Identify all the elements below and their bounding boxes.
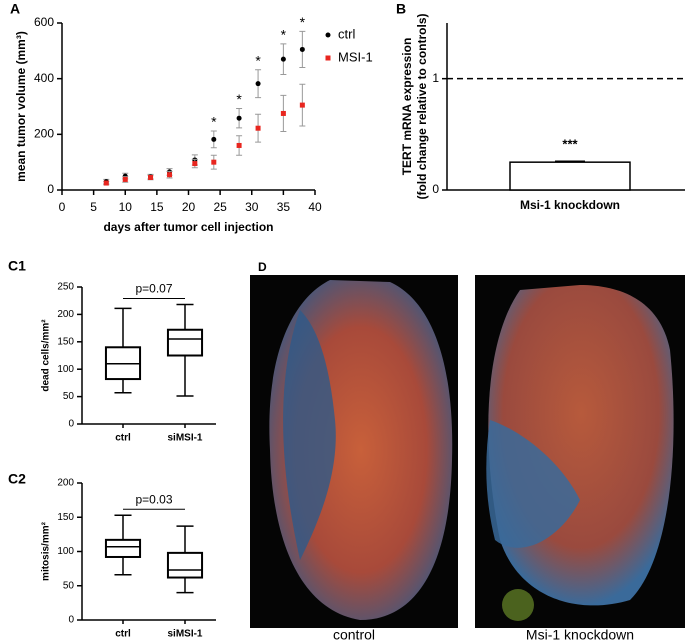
- point: [299, 46, 305, 52]
- x-tick-label: 40: [308, 200, 322, 214]
- image-label: Msi-1 knockdown: [526, 627, 634, 643]
- y-axis-label: mitosis/mm²: [41, 521, 52, 581]
- legend-marker: [325, 32, 331, 38]
- p-value: p=0.07: [135, 282, 172, 296]
- x-tick-label: 15: [150, 200, 164, 214]
- y-tick-label: 1: [432, 71, 439, 85]
- panel-label: C1: [8, 258, 26, 274]
- x-tick-label: siMSI-1: [167, 433, 202, 444]
- y-tick-label: 0: [432, 182, 439, 196]
- microscopy-images: [250, 275, 685, 628]
- point: [167, 172, 173, 178]
- x-tick-label: 25: [213, 200, 227, 214]
- point: [280, 110, 286, 116]
- point: [122, 176, 128, 182]
- tissue-region: [283, 310, 336, 560]
- x-tick-label: 30: [245, 200, 259, 214]
- x-tick-label: 20: [182, 200, 196, 214]
- x-tick-label: 35: [277, 200, 291, 214]
- y-tick-label: 250: [57, 282, 74, 293]
- p-value: p=0.03: [135, 492, 172, 506]
- y-tick-label: 150: [57, 512, 74, 523]
- x-tick-label: ctrl: [115, 433, 131, 444]
- panel-label: C2: [8, 471, 26, 487]
- bar: [509, 161, 631, 191]
- x-tick-label: 10: [119, 200, 133, 214]
- point: [103, 180, 109, 186]
- significance-mark: *: [211, 114, 217, 130]
- point: [192, 161, 198, 167]
- point: [211, 136, 217, 142]
- panel-label: B: [396, 1, 406, 17]
- y-tick-label: 200: [57, 309, 74, 320]
- artifact: [502, 589, 534, 621]
- legend-label: ctrl: [338, 26, 355, 41]
- y-tick-label: 150: [57, 336, 74, 347]
- significance-mark: *: [281, 27, 287, 43]
- significance-mark: *: [300, 14, 306, 30]
- tissue-region: [486, 420, 580, 548]
- y-tick-label: 400: [34, 71, 54, 85]
- y-axis-label: TERT mRNA expression: [400, 38, 414, 176]
- point: [236, 115, 242, 121]
- error-bar: [555, 160, 585, 163]
- x-tick-label: siMSI-1: [167, 629, 202, 640]
- y-tick-label: 100: [57, 546, 74, 557]
- x-tick-label: 0: [59, 200, 66, 214]
- y-tick-label: 0: [47, 182, 54, 196]
- x-axis-label: days after tumor cell injection: [103, 220, 273, 234]
- significance-mark: ***: [562, 136, 578, 151]
- image-label: control: [333, 627, 375, 643]
- x-tick-label: ctrl: [115, 629, 131, 640]
- box: [166, 328, 204, 357]
- y-tick-label: 600: [34, 15, 54, 29]
- point: [236, 142, 242, 148]
- panel-label: D: [258, 260, 267, 274]
- point: [299, 102, 305, 108]
- significance-mark: *: [255, 52, 261, 68]
- y-tick-label: 200: [34, 127, 54, 141]
- y-tick-label: 50: [63, 580, 75, 591]
- y-tick-label: 50: [63, 391, 75, 402]
- y-tick-label: 0: [68, 615, 74, 626]
- legend-label: MSI-1: [338, 49, 373, 64]
- x-tick-label: Msi-1 knockdown: [520, 198, 620, 212]
- box: [104, 538, 142, 558]
- x-tick-label: 5: [90, 200, 97, 214]
- y-axis-label: (fold change relative to controls): [415, 13, 429, 199]
- box: [166, 551, 204, 579]
- point: [255, 125, 261, 131]
- y-axis-label: mean tumor volume (mm³): [14, 31, 28, 182]
- point: [255, 81, 261, 87]
- y-axis-label: dead cells/mm²: [41, 319, 52, 392]
- y-tick-label: 0: [68, 419, 74, 430]
- panel-label: A: [10, 1, 20, 17]
- point: [211, 159, 217, 165]
- y-tick-label: 100: [57, 364, 74, 375]
- significance-mark: *: [236, 91, 242, 107]
- point: [148, 174, 154, 180]
- legend-marker: [325, 55, 331, 61]
- point: [280, 56, 286, 62]
- y-tick-label: 200: [57, 478, 74, 489]
